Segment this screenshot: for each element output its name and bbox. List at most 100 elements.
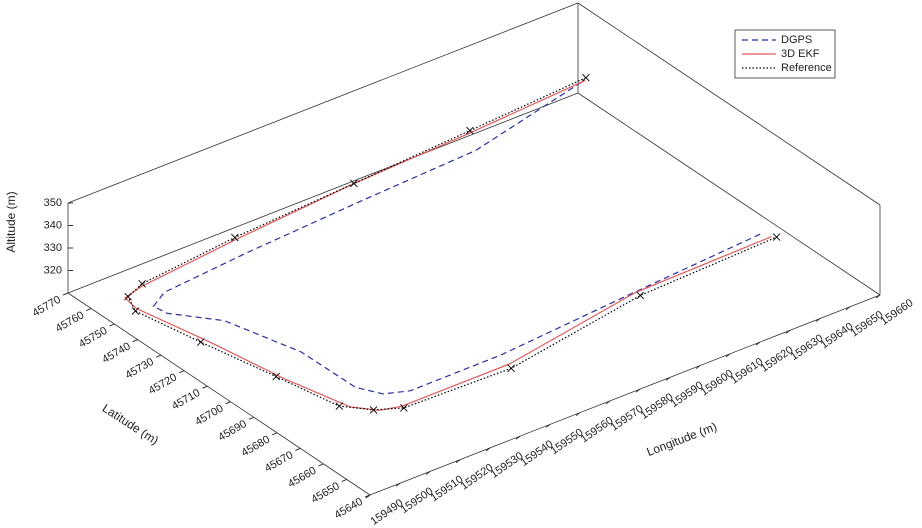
x-tick-label: 159630 [789,332,826,363]
point-marker [507,364,516,373]
x-tick [485,447,491,452]
point-marker [400,404,408,412]
legend-label: Reference [781,62,832,74]
z-tick-label: 330 [44,242,62,254]
y-tick-label: 45680 [240,434,272,460]
point-marker [138,279,146,288]
point-marker [196,338,205,346]
legend: DGPS 3D EKF Reference [734,29,836,79]
point-marker [350,179,358,188]
y-tick [178,370,185,374]
x-tick-label: 159510 [429,473,466,504]
x-tick-label: 159550 [549,426,586,457]
x-axis-label: Longitude (m) [645,419,719,459]
x-tick [665,376,671,381]
y-tick-label: 45660 [286,465,318,491]
x-tick-label: 159590 [669,379,706,410]
y-tick-label: 45740 [100,340,132,366]
y-tick-label: 45670 [263,449,295,475]
y-tick-label: 45640 [332,496,364,522]
point-marker [272,372,281,381]
y-tick [86,308,92,312]
z-tick-label: 350 [44,197,62,209]
y-tick-label: 45760 [54,309,86,335]
y-tick [318,463,324,467]
x-tick-label: 159520 [459,462,496,493]
x-tick-label: 159530 [489,450,526,481]
x-tick-label: 159650 [849,309,886,340]
x-tick-label: 159660 [879,297,916,328]
x-axis [369,294,881,496]
x-tick [455,459,461,464]
series-line [124,79,772,411]
y-tick [155,354,162,358]
x-tick-label: 159600 [699,368,736,399]
y-tick-label: 45720 [147,371,179,397]
y-tick-label: 45730 [123,356,155,382]
x-tick [875,294,881,299]
box-edge [577,2,881,206]
legend-label: DGPS [781,34,812,46]
x-tick [605,400,611,405]
point-marker [369,406,378,414]
y-axis [67,292,371,496]
y-tick [109,323,115,327]
y-tick-label: 45690 [216,418,248,444]
y-axis-label: Latitude (m) [100,401,161,448]
x-tick [785,329,791,334]
z-axis-label: Altitude (m) [4,191,18,252]
point-marker [335,402,344,410]
x-tick [725,353,731,358]
y-tick [341,478,347,482]
y-tick [132,339,138,343]
x-tick [845,306,851,311]
x-tick-label: 159540 [519,438,556,469]
series-line [152,81,764,395]
y-tick [225,401,231,405]
series-line [127,77,777,411]
x-tick [515,435,521,440]
x-tick-label: 159570 [609,403,646,434]
y-tick-label: 45650 [309,480,341,506]
y-tick-label: 45700 [193,402,225,428]
box-edge [67,2,579,204]
x-tick [695,365,701,369]
z-tick-label: 340 [44,219,62,231]
y-tick [248,416,255,420]
z-tick-label: 320 [44,264,62,276]
point-marker [636,291,645,300]
x-tick [395,482,401,487]
box-edge [67,92,579,294]
point-marker [582,73,590,82]
x-tick-label: 159560 [579,415,616,446]
x-tick [635,388,641,393]
y-tick-label: 45770 [30,294,62,320]
legend-box [734,29,836,79]
x-tick [425,471,431,475]
x-tick-label: 159610 [729,356,766,387]
x-tick-label: 159580 [639,391,676,422]
x-tick-label: 159620 [759,344,796,375]
y-tick [364,494,371,498]
x-tick-label: 159490 [369,497,406,528]
y-tick-label: 45750 [77,325,109,351]
x-tick [755,341,761,346]
point-marker [131,307,140,315]
x-tick-label: 159640 [819,320,856,351]
x-tick-label: 159500 [399,485,436,516]
x-tick [815,318,821,322]
point-marker [772,233,781,241]
y-tick [202,385,208,389]
point-marker [231,233,239,242]
y-tick [271,432,278,436]
y-tick [62,292,69,296]
point-marker [466,126,474,135]
legend-label: 3D EKF [781,48,820,60]
point-marker [124,292,132,301]
x-tick [575,412,581,417]
box-edge [577,92,881,296]
y-tick [295,447,301,451]
x-tick [545,424,551,428]
y-tick-label: 45710 [170,387,202,413]
